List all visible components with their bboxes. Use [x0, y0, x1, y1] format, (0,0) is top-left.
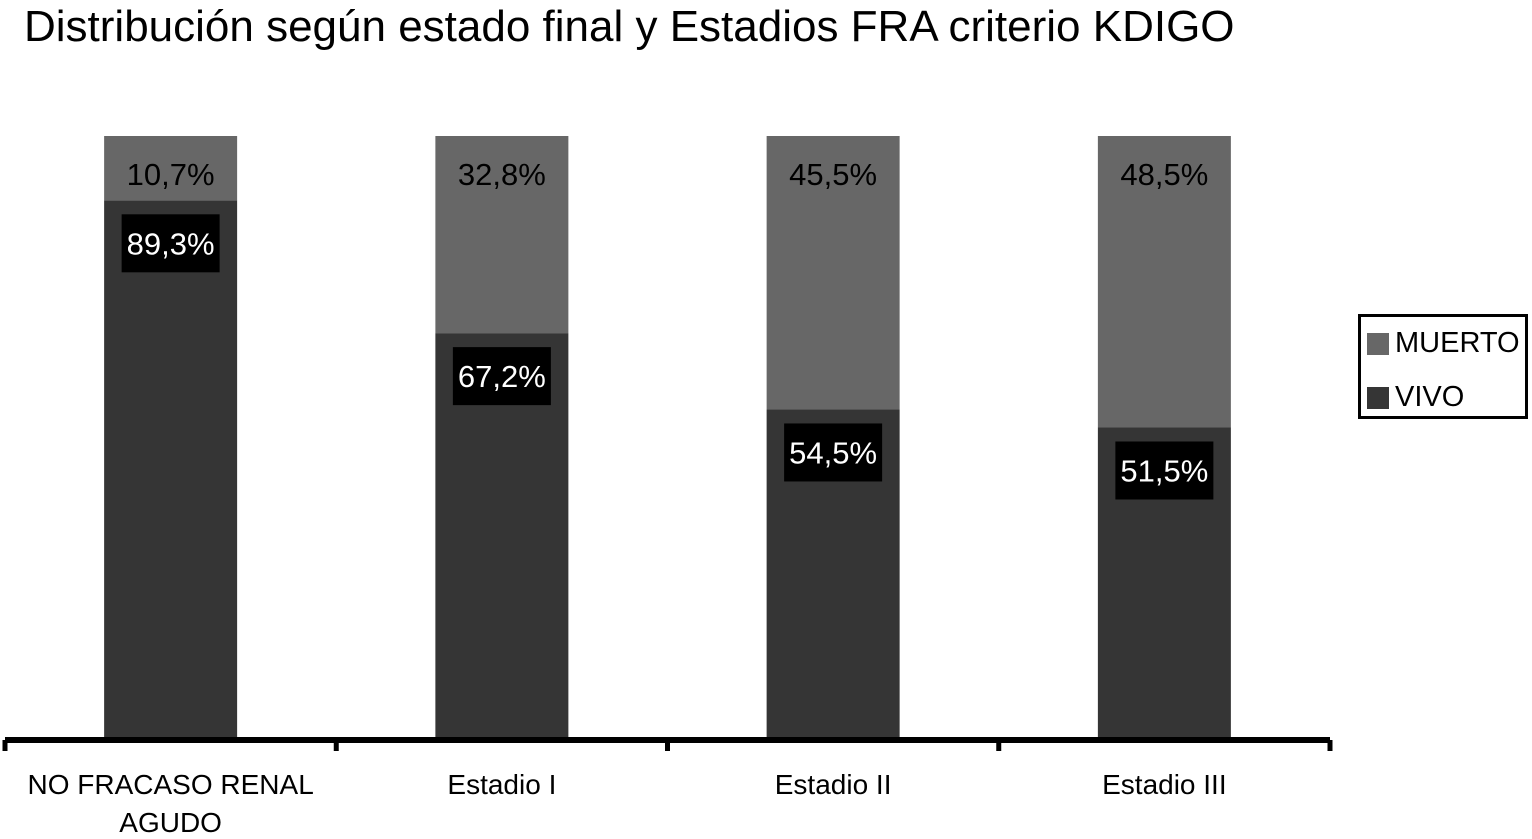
- legend-item-muerto: MUERTO: [1367, 327, 1520, 360]
- legend-item-vivo: VIVO: [1367, 381, 1464, 414]
- data-label-box-vivo-1: [452, 347, 551, 406]
- data-label-muerto-0: 10,7%: [127, 157, 215, 192]
- data-label-muerto-3: 48,5%: [1120, 157, 1208, 192]
- data-label-muerto-2: 45,5%: [789, 157, 877, 192]
- bar-muerto-2: [766, 136, 900, 410]
- x-tick-label-0-0: NO FRACASO RENAL: [27, 769, 313, 800]
- data-label-box-vivo-2: [784, 423, 883, 482]
- x-tick-label-3: Estadio III: [1102, 769, 1227, 800]
- bar-muerto-0: [104, 136, 238, 201]
- x-tick-label-2: Estadio II: [775, 769, 892, 800]
- data-label-box-vivo-3: [1115, 441, 1214, 500]
- bar-vivo-0: [104, 200, 238, 737]
- data-label-box-vivo-0: [121, 214, 220, 273]
- data-label-vivo-0: 89,3%: [127, 226, 215, 261]
- data-label-vivo-1: 67,2%: [458, 359, 546, 394]
- legend-label-vivo: VIVO: [1395, 381, 1465, 413]
- legend-swatch-muerto: [1367, 332, 1389, 355]
- data-label-muerto-1: 32,8%: [458, 157, 546, 192]
- x-tick-label-0-1: AGUDO: [119, 807, 222, 838]
- data-label-vivo-3: 51,5%: [1120, 453, 1208, 488]
- legend-swatch-vivo: [1367, 386, 1389, 409]
- chart-title: Distribución según estado final y Estadi…: [24, 2, 1235, 51]
- bar-muerto-3: [1097, 136, 1231, 428]
- bar-muerto-1: [435, 136, 569, 334]
- legend-label-muerto: MUERTO: [1395, 327, 1520, 359]
- x-tick-label-1: Estadio I: [447, 769, 556, 800]
- data-label-vivo-2: 54,5%: [789, 435, 877, 470]
- legend: MUERTO VIVO: [1358, 314, 1528, 419]
